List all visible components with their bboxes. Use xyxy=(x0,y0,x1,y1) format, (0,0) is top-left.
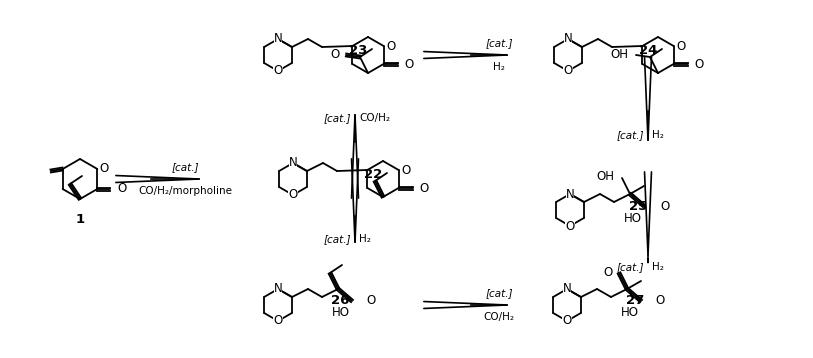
Text: O: O xyxy=(273,314,283,328)
Text: 27: 27 xyxy=(626,295,644,308)
Text: [cat.]: [cat.] xyxy=(485,288,513,298)
Text: O: O xyxy=(99,163,109,175)
Text: O: O xyxy=(331,48,340,62)
Text: O: O xyxy=(694,58,704,71)
Text: N: N xyxy=(563,33,572,45)
Text: [cat.]: [cat.] xyxy=(485,38,513,48)
Text: O: O xyxy=(604,266,613,280)
Text: [cat.]: [cat.] xyxy=(172,162,198,172)
Text: H₂: H₂ xyxy=(359,234,371,244)
Text: N: N xyxy=(289,156,298,169)
Text: OH: OH xyxy=(596,169,614,183)
Text: O: O xyxy=(117,183,127,195)
Text: 1: 1 xyxy=(76,213,85,226)
Text: H₂: H₂ xyxy=(652,131,664,140)
Text: O: O xyxy=(289,189,298,202)
Text: CO/H₂: CO/H₂ xyxy=(359,113,390,124)
Text: O: O xyxy=(565,219,575,232)
Text: CO/H₂/morpholine: CO/H₂/morpholine xyxy=(138,186,232,196)
Text: N: N xyxy=(566,188,574,200)
Text: N: N xyxy=(563,282,572,295)
Text: [cat.]: [cat.] xyxy=(324,234,351,244)
Text: OH: OH xyxy=(610,48,628,62)
Text: 22: 22 xyxy=(364,169,382,182)
Text: 26: 26 xyxy=(331,295,350,308)
Text: 23: 23 xyxy=(349,44,367,58)
Text: O: O xyxy=(563,314,572,328)
Text: O: O xyxy=(655,295,664,308)
Text: O: O xyxy=(420,182,428,194)
Text: CO/H₂: CO/H₂ xyxy=(484,312,515,322)
Text: [cat.]: [cat.] xyxy=(616,262,644,272)
Text: 25: 25 xyxy=(629,199,647,213)
Text: O: O xyxy=(563,64,572,77)
Text: H₂: H₂ xyxy=(652,262,664,272)
Text: 24: 24 xyxy=(639,44,657,58)
Text: O: O xyxy=(660,199,669,213)
Text: HO: HO xyxy=(621,306,639,319)
Text: O: O xyxy=(676,39,686,53)
Text: O: O xyxy=(402,164,411,176)
Text: N: N xyxy=(274,33,282,45)
Text: [cat.]: [cat.] xyxy=(324,113,351,124)
Text: O: O xyxy=(273,64,283,77)
Text: O: O xyxy=(387,39,396,53)
Text: [cat.]: [cat.] xyxy=(616,131,644,140)
Text: O: O xyxy=(405,58,414,71)
Text: HO: HO xyxy=(624,212,642,224)
Text: H₂: H₂ xyxy=(493,62,505,72)
Text: HO: HO xyxy=(332,306,350,319)
Text: N: N xyxy=(274,282,282,295)
Text: O: O xyxy=(366,295,376,308)
